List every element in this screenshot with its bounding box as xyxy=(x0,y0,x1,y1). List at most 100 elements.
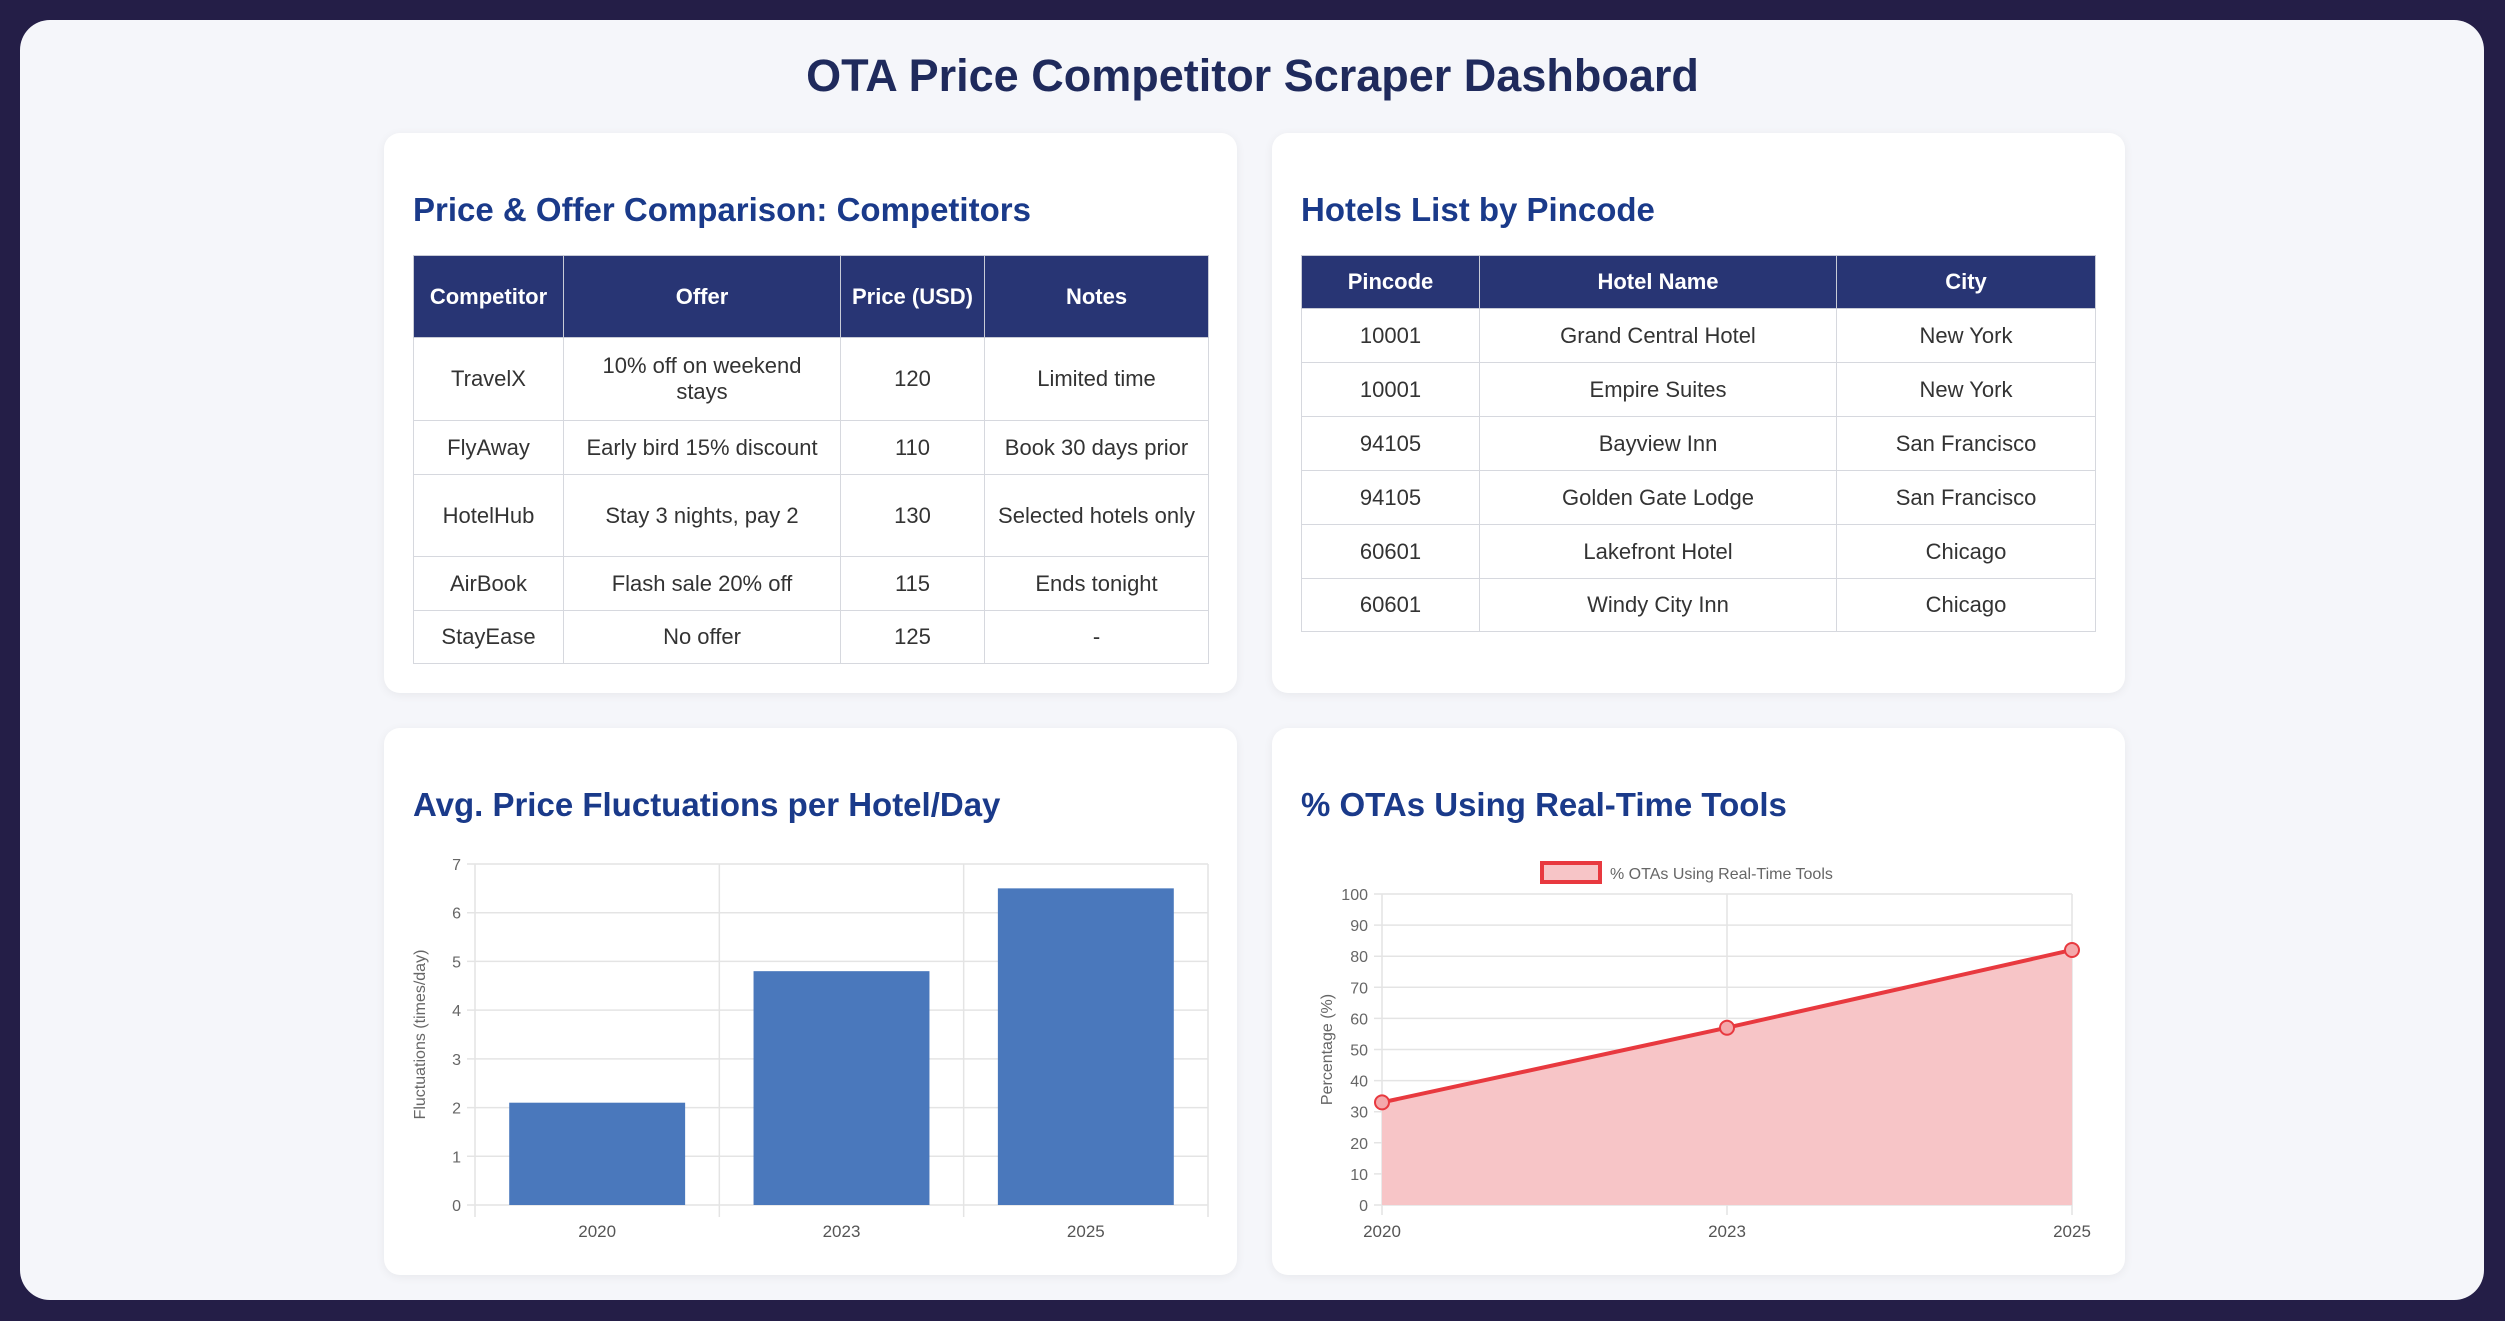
y-tick-label: 3 xyxy=(452,1052,461,1069)
y-tick-label: 30 xyxy=(1350,1105,1368,1122)
bar xyxy=(509,1102,686,1205)
y-tick-label: 40 xyxy=(1350,1074,1368,1091)
table-cell: 125 xyxy=(840,610,985,664)
table-cell: 10% off on weekend stays xyxy=(563,337,841,421)
y-tick-label: 80 xyxy=(1350,949,1368,966)
y-tick-label: 4 xyxy=(452,1003,461,1020)
y-tick-label: 50 xyxy=(1350,1043,1368,1060)
y-tick-label: 0 xyxy=(1359,1198,1368,1215)
table-cell: FlyAway xyxy=(413,420,564,475)
y-axis-label: Fluctuations (times/day) xyxy=(412,950,429,1120)
table-cell: - xyxy=(984,610,1209,664)
bar xyxy=(997,888,1174,1205)
table-cell: StayEase xyxy=(413,610,564,664)
data-point xyxy=(2064,941,2080,958)
column-header: Notes xyxy=(984,255,1209,338)
chart-title: % OTAs Using Real-Time Tools xyxy=(1301,786,1787,823)
y-tick-label: 10 xyxy=(1350,1167,1368,1184)
header-row: Competitor Offer Price (USD) Notes xyxy=(413,255,1209,338)
y-axis-label: Percentage (%) xyxy=(1319,994,1336,1105)
y-tick-label: 7 xyxy=(452,857,461,874)
card-heading: Hotels List by Pincode xyxy=(1301,191,1655,228)
y-tick-label: 70 xyxy=(1350,980,1368,997)
legend-label: % OTAs Using Real-Time Tools xyxy=(1610,866,1833,883)
table-cell: 115 xyxy=(840,556,985,611)
table-cell: No offer xyxy=(563,610,841,664)
table-cell: TravelX xyxy=(413,337,564,421)
table-cell: San Francisco xyxy=(1836,470,2096,525)
x-tick-label: 2025 xyxy=(1067,1222,1105,1241)
table-cell: HotelHub xyxy=(413,474,564,557)
table-cell: Chicago xyxy=(1836,578,2096,632)
table-cell: 10001 xyxy=(1301,308,1480,363)
table-row: 60601 Lakefront Hotel Chicago xyxy=(1301,524,2096,579)
x-tick-label: 2020 xyxy=(578,1222,616,1241)
hotels-table: Pincode Hotel Name City 10001 Grand Central … xyxy=(1301,255,2096,632)
table-cell: Golden Gate Lodge xyxy=(1479,470,1837,525)
y-tick-label: 5 xyxy=(452,954,461,971)
x-tick-label: 2023 xyxy=(823,1222,861,1241)
table-cell: 10001 xyxy=(1301,362,1480,417)
legend-swatch xyxy=(1540,861,1602,884)
table-cell: Empire Suites xyxy=(1479,362,1837,417)
fluctuation-card: Avg. Price Fluctuations per Hotel/Day 0 1… xyxy=(384,728,1237,1275)
table-cell: 60601 xyxy=(1301,524,1480,579)
x-tick-label: 2025 xyxy=(2053,1222,2091,1241)
table-cell: New York xyxy=(1836,362,2096,417)
table-cell: 130 xyxy=(840,474,985,557)
y-tick-label: 90 xyxy=(1350,918,1368,935)
bar xyxy=(753,971,930,1205)
table-cell: Selected hotels only xyxy=(984,474,1209,557)
bar-chart: 0 1 2 3 4 5 6 7 Fluctuations (times/day) 2020 2023… xyxy=(412,857,1209,1241)
y-tick-label: 0 xyxy=(452,1198,461,1215)
card-heading: Price & Offer Comparison: Competitors xyxy=(413,191,1031,228)
table-cell: Book 30 days prior xyxy=(984,420,1209,475)
table-row: FlyAway Early bird 15% discount 110 Book 30… xyxy=(413,420,1209,475)
y-tick-label: 100 xyxy=(1341,887,1368,904)
table-cell: 110 xyxy=(840,420,985,475)
table-row: AirBook Flash sale 20% off 115 Ends tonight xyxy=(413,556,1209,611)
table-cell: San Francisco xyxy=(1836,416,2096,471)
y-tick-label: 1 xyxy=(452,1149,461,1166)
table-row: 60601 Windy City Inn Chicago xyxy=(1301,578,2096,632)
y-tick-label: 20 xyxy=(1350,1136,1368,1153)
column-header: Pincode xyxy=(1301,255,1480,309)
table-row: StayEase No offer 125- xyxy=(413,610,1209,664)
column-header: Price (USD) xyxy=(840,255,985,338)
table-cell: Bayview Inn xyxy=(1479,416,1837,471)
table-cell: 94105 xyxy=(1301,470,1480,525)
x-tick-label: 2023 xyxy=(1708,1222,1746,1241)
competitor-table: Competitor Offer Price (USD) Notes TravelX 10… xyxy=(413,255,1209,664)
table-row: 10001 Empire Suites New York xyxy=(1301,362,2096,417)
table-cell: 120 xyxy=(840,337,985,421)
data-point xyxy=(1719,1019,1735,1036)
y-tick-label: 2 xyxy=(452,1101,461,1118)
hotels-card: Hotels List by Pincode Pincode Hotel Name… xyxy=(1272,133,2125,693)
table-cell: Early bird 15% discount xyxy=(563,420,841,475)
data-point xyxy=(1374,1094,1390,1111)
table-cell: Ends tonight xyxy=(984,556,1209,611)
table-cell: New York xyxy=(1836,308,2096,363)
table-row: 94105 Golden Gate Lodge San Francisco xyxy=(1301,470,2096,525)
table-cell: Stay 3 nights, pay 2 xyxy=(563,474,841,557)
table-cell: Windy City Inn xyxy=(1479,578,1837,632)
table-cell: Flash sale 20% off xyxy=(563,556,841,611)
table-row: 10001 Grand Central Hotel New York xyxy=(1301,308,2096,363)
column-header: Hotel Name xyxy=(1479,255,1837,309)
table-row: 94105 Bayview Inn San Francisco xyxy=(1301,416,2096,471)
table-cell: 60601 xyxy=(1301,578,1480,632)
column-header: Offer xyxy=(563,255,841,338)
area-fill xyxy=(1382,949,2072,1205)
column-header: City xyxy=(1836,255,2096,309)
y-tick-label: 6 xyxy=(452,906,461,923)
page-title: OTA Price Competitor Scraper Dashboard xyxy=(806,50,1699,101)
header-row: Pincode Hotel Name City xyxy=(1301,255,2096,309)
realtime-card: % OTAs Using Real-Time Tools 0 10 20 30 40 50… xyxy=(1272,728,2125,1275)
competitor-card: Price & Offer Comparison: Competitors Co… xyxy=(384,133,1237,693)
table-cell: Lakefront Hotel xyxy=(1479,524,1837,579)
y-tick-label: 60 xyxy=(1350,1011,1368,1028)
table-cell: 94105 xyxy=(1301,416,1480,471)
chart-title: Avg. Price Fluctuations per Hotel/Day xyxy=(413,786,1001,823)
x-tick-label: 2020 xyxy=(1363,1222,1401,1241)
table-row: HotelHub Stay 3 nights, pay 2 130 Selected … xyxy=(413,474,1209,557)
